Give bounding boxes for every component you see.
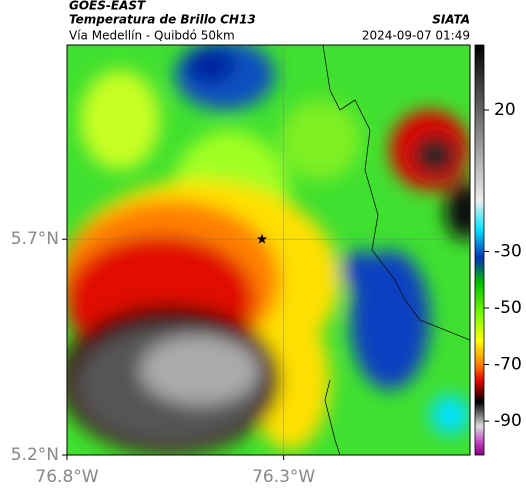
location-marker — [256, 233, 268, 244]
map-frame — [66, 44, 471, 456]
y-tick-label: 5.2°N — [11, 445, 59, 465]
agency: SIATA — [432, 13, 470, 27]
header: GOES-EAST Temperatura de Brillo CH13 SIA… — [69, 0, 470, 43]
colorbar-tick-label: -50 — [494, 298, 522, 318]
x-tick-label: 76.8°W — [35, 467, 98, 487]
x-tick-label: 76.3°W — [252, 467, 315, 487]
colorbar-tick-label: -70 — [494, 355, 522, 375]
subtitle: Vía Medellín - Quibdó 50km — [69, 29, 235, 43]
colorbar-tick-label: -30 — [494, 241, 522, 261]
y-tick-label: 5.7°N — [11, 229, 59, 249]
colorbar — [474, 44, 485, 456]
timestamp: 2024-09-07 01:49 — [362, 29, 470, 43]
brightness-field — [67, 45, 470, 455]
colorbar-tick-label: 20 — [494, 100, 516, 120]
source: GOES-EAST — [69, 0, 146, 13]
title: Temperatura de Brillo CH13 — [69, 13, 256, 27]
colorbar-tick-label: -90 — [494, 411, 522, 431]
